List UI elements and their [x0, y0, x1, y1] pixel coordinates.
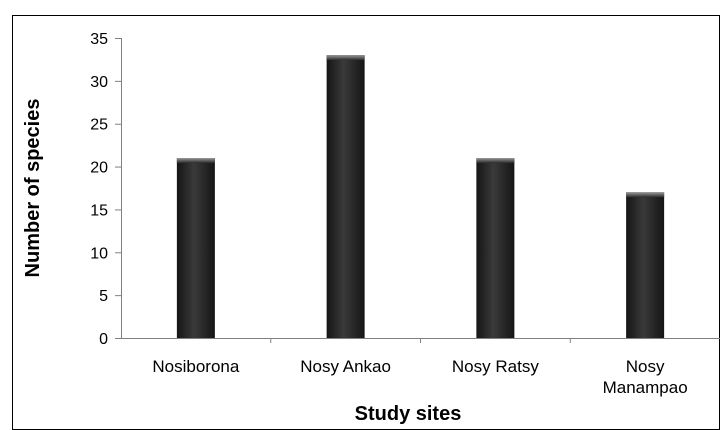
x-category-label: Nosy Manampao — [603, 357, 688, 397]
y-axis-title: Number of species — [22, 99, 44, 278]
y-tick-label: 25 — [90, 117, 108, 134]
x-category-label: Nosy Ankao — [300, 357, 391, 376]
bar — [326, 55, 365, 339]
y-tick-label: 0 — [99, 331, 108, 348]
y-tick-label: 15 — [90, 202, 108, 219]
bar — [626, 192, 665, 338]
bar-cap — [176, 158, 215, 163]
bar-cap — [626, 192, 665, 198]
x-category-label: Nosiborona — [152, 357, 239, 376]
bar-cap — [326, 55, 365, 61]
y-tick-label: 35 — [90, 31, 108, 48]
y-tick-label: 20 — [90, 160, 108, 177]
y-tick-label: 10 — [90, 245, 108, 262]
y-tick-label: 30 — [90, 74, 108, 91]
y-tick-label: 5 — [99, 288, 108, 305]
x-category-label: Nosy Ratsy — [452, 357, 539, 376]
bar-cap — [476, 158, 515, 163]
x-axis-title: Study sites — [355, 403, 462, 425]
bar — [476, 158, 515, 338]
bar — [176, 158, 215, 338]
